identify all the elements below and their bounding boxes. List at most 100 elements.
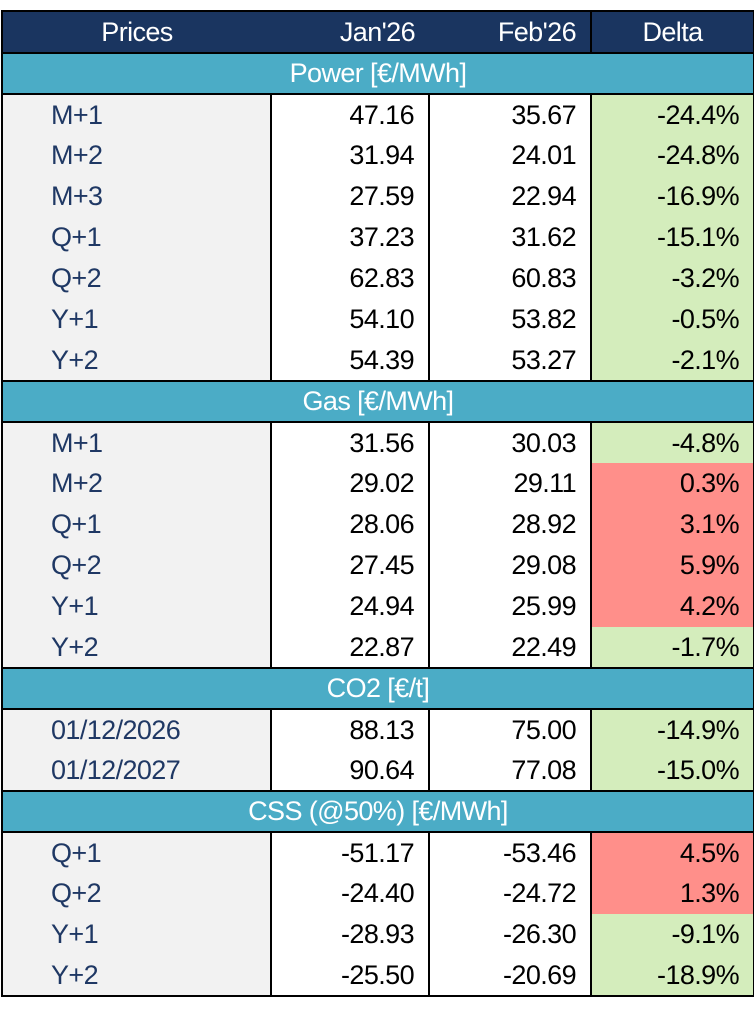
row-label: Y+2 [1,955,272,997]
delta-value: -24.4% [590,94,754,135]
table-row: Y+2 22.87 22.49 -1.7% [1,627,754,669]
delta-value: -15.0% [590,750,754,792]
feb-value: 60.83 [428,258,592,299]
delta-value: -4.8% [590,422,754,463]
feb-value: 22.94 [428,176,592,217]
jan-value: 27.59 [270,176,430,217]
row-label: Q+1 [1,832,272,873]
delta-value: 1.3% [590,873,754,914]
feb-value: 35.67 [428,94,592,135]
row-label: M+1 [1,422,272,463]
table-row: Q+1 -51.17 -53.46 4.5% [1,832,754,873]
feb-value: 22.49 [428,627,592,669]
header-row: Prices Jan'26 Feb'26 Delta [1,10,754,54]
feb-value: 28.92 [428,504,592,545]
jan-value: 31.56 [270,422,430,463]
jan-value: 24.94 [270,586,430,627]
feb-value: 24.01 [428,135,592,176]
table-row: Q+2 27.45 29.08 5.9% [1,545,754,586]
feb-value: -53.46 [428,832,592,873]
table-row: M+2 29.02 29.11 0.3% [1,463,754,504]
delta-value: -24.8% [590,135,754,176]
jan-value: 62.83 [270,258,430,299]
feb-value: 77.08 [428,750,592,792]
row-label: Y+2 [1,340,272,382]
feb-value: 75.00 [428,709,592,750]
section-header-row: CSS (@50%) [€/MWh] [1,790,754,833]
table-row: M+1 31.56 30.03 -4.8% [1,422,754,463]
table-row: Q+2 -24.40 -24.72 1.3% [1,873,754,914]
delta-value: 4.2% [590,586,754,627]
jan-value: 54.39 [270,340,430,382]
jan-value: 31.94 [270,135,430,176]
table-row: M+3 27.59 22.94 -16.9% [1,176,754,217]
feb-value: 29.08 [428,545,592,586]
table-row: Y+1 54.10 53.82 -0.5% [1,299,754,340]
delta-value: -1.7% [590,627,754,669]
section-title: Gas [€/MWh] [1,380,754,423]
table-row: Q+1 37.23 31.62 -15.1% [1,217,754,258]
prices-table: Prices Jan'26 Feb'26 Delta Power [€/MWh]… [1,10,754,997]
jan-value: -28.93 [270,914,430,955]
feb-value: 30.03 [428,422,592,463]
feb-value: 31.62 [428,217,592,258]
delta-value: -14.9% [590,709,754,750]
section-header-row: Gas [€/MWh] [1,380,754,423]
row-label: M+2 [1,135,272,176]
row-label: M+3 [1,176,272,217]
jan-value: 90.64 [270,750,430,792]
feb-value: 53.82 [428,299,592,340]
row-label: Q+2 [1,258,272,299]
row-label: 01/12/2026 [1,709,272,750]
table-row: Q+1 28.06 28.92 3.1% [1,504,754,545]
feb-value: -20.69 [428,955,592,997]
delta-value: -9.1% [590,914,754,955]
feb-value: 25.99 [428,586,592,627]
jan-value: -24.40 [270,873,430,914]
table-row: Y+1 24.94 25.99 4.2% [1,586,754,627]
table-row: Q+2 62.83 60.83 -3.2% [1,258,754,299]
jan-value: 27.45 [270,545,430,586]
delta-value: 0.3% [590,463,754,504]
header-delta: Delta [590,10,754,54]
section-title: Power [€/MWh] [1,52,754,95]
row-label: Y+2 [1,627,272,669]
row-label: Y+1 [1,586,272,627]
jan-value: 47.16 [270,94,430,135]
feb-value: 29.11 [428,463,592,504]
section-title: CSS (@50%) [€/MWh] [1,790,754,833]
row-label: Q+2 [1,545,272,586]
section-header-row: Power [€/MWh] [1,52,754,95]
jan-value: 37.23 [270,217,430,258]
row-label: Y+1 [1,914,272,955]
delta-value: -3.2% [590,258,754,299]
section-header-row: CO2 [€/t] [1,667,754,710]
table-row: M+1 47.16 35.67 -24.4% [1,94,754,135]
delta-value: 3.1% [590,504,754,545]
table-row: 01/12/2026 88.13 75.00 -14.9% [1,709,754,750]
feb-value: -24.72 [428,873,592,914]
header-jan: Jan'26 [271,10,429,54]
delta-value: -15.1% [590,217,754,258]
feb-value: -26.30 [428,914,592,955]
jan-value: -25.50 [270,955,430,997]
table-row: Y+2 54.39 53.27 -2.1% [1,340,754,382]
delta-value: 5.9% [590,545,754,586]
jan-value: 54.10 [270,299,430,340]
jan-value: 22.87 [270,627,430,669]
row-label: 01/12/2027 [1,750,272,792]
section-title: CO2 [€/t] [1,667,754,710]
jan-value: 29.02 [270,463,430,504]
jan-value: 28.06 [270,504,430,545]
row-label: M+2 [1,463,272,504]
delta-value: 4.5% [590,832,754,873]
header-feb: Feb'26 [429,10,591,54]
feb-value: 53.27 [428,340,592,382]
delta-value: -18.9% [590,955,754,997]
table-row: M+2 31.94 24.01 -24.8% [1,135,754,176]
delta-value: -16.9% [590,176,754,217]
row-label: Y+1 [1,299,272,340]
row-label: Q+2 [1,873,272,914]
delta-value: -2.1% [590,340,754,382]
table-row: Y+2 -25.50 -20.69 -18.9% [1,955,754,997]
